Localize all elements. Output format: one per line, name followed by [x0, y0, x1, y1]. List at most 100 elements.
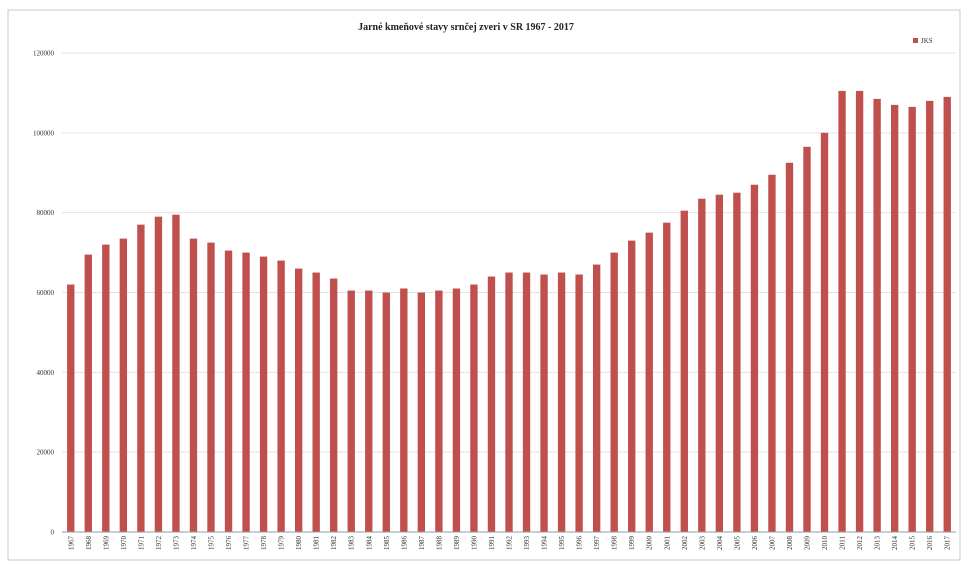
x-tick-label: 1978: [260, 536, 268, 551]
x-tick-label: 1987: [418, 536, 426, 551]
chart-frame: [7, 9, 961, 561]
x-tick-label: 2001: [663, 536, 671, 551]
bar-2016: [926, 100, 934, 533]
bar-1983: [347, 290, 355, 532]
chart-title: Jarné kmeňové stavy srnčej zveri v SR 19…: [358, 22, 574, 33]
bar-2015: [908, 106, 916, 532]
x-tick-label: 2008: [786, 536, 794, 551]
x-tick-label: 2000: [646, 536, 654, 551]
bar-1970: [119, 238, 128, 533]
y-tick-label: 20000: [37, 449, 55, 457]
bar-2007: [768, 174, 776, 532]
x-tick-label: 2016: [926, 536, 934, 551]
bar-1991: [487, 276, 496, 532]
bar-2008: [785, 162, 794, 533]
x-tick-label: 2006: [751, 536, 759, 551]
x-tick-label: 2012: [856, 536, 864, 551]
x-tick-label: 1969: [102, 536, 110, 551]
x-tick-label: 2014: [891, 536, 899, 551]
x-tick-label: 1998: [611, 536, 619, 551]
x-tick-label: 2005: [733, 536, 741, 551]
bar-1980: [294, 268, 303, 532]
bar-1988: [435, 290, 443, 532]
bar-1968: [84, 254, 92, 532]
bar-1986: [400, 288, 408, 532]
x-tick-label: 1971: [137, 536, 145, 551]
bar-1982: [330, 278, 338, 532]
bar-2014: [890, 104, 899, 533]
bar-1993: [522, 272, 531, 532]
x-tick-label: 2007: [768, 536, 776, 551]
x-tick-label: 1977: [243, 536, 251, 551]
x-tick-label: 1979: [278, 536, 286, 551]
x-tick-label: 1972: [155, 536, 163, 551]
bar-1989: [452, 288, 461, 532]
legend-swatch: [913, 38, 918, 43]
x-tick-label: 2015: [909, 536, 917, 551]
bar-1987: [417, 292, 426, 532]
bars: [67, 90, 951, 533]
y-tick-label: 80000: [37, 209, 55, 217]
x-tick-label: 2002: [681, 536, 689, 551]
x-tick-label: 1988: [435, 536, 443, 551]
bar-1979: [277, 260, 285, 532]
x-tick-label: 1995: [558, 536, 566, 551]
x-tick-label: 1996: [576, 536, 584, 551]
x-tick-label: 2013: [874, 536, 882, 551]
x-tick-label: 1991: [488, 536, 496, 551]
x-tick-label: 2017: [944, 536, 952, 551]
y-tick-label: 100000: [33, 129, 55, 137]
bar-2009: [803, 146, 811, 532]
bar-2010: [820, 132, 829, 533]
bar-2003: [698, 198, 706, 532]
bar-1969: [102, 244, 110, 532]
bar-1967: [67, 284, 75, 532]
bar-1971: [137, 224, 145, 532]
x-tick-label: 1983: [348, 536, 356, 551]
y-tick-label: 0: [51, 529, 55, 537]
bar-2005: [733, 192, 741, 533]
bar-2012: [855, 90, 864, 532]
bar-1995: [557, 272, 566, 532]
x-tick-label: 1993: [523, 536, 531, 551]
bar-1984: [365, 290, 373, 532]
x-tick-label: 1974: [190, 536, 198, 551]
bar-2011: [838, 90, 846, 532]
bar-1994: [540, 274, 548, 532]
x-tick-label: 1994: [541, 536, 549, 551]
bar-2017: [943, 96, 951, 533]
bar-1976: [224, 250, 233, 532]
bar-2013: [873, 98, 881, 532]
bar-1975: [207, 242, 215, 532]
x-tick-label: 1985: [383, 536, 391, 551]
bar-1974: [189, 238, 198, 533]
x-tick-label: 2003: [698, 536, 706, 551]
x-tick-label: 1968: [85, 536, 93, 551]
x-tick-label: 1980: [295, 536, 303, 551]
bar-1985: [382, 292, 390, 532]
x-tick-label: 1975: [208, 536, 216, 551]
x-tick-label: 2004: [716, 536, 724, 551]
x-tick-label: 1981: [313, 536, 321, 551]
x-tick-label: 1967: [67, 536, 75, 551]
x-tick-label: 1997: [593, 536, 601, 551]
x-tick-label: 1986: [400, 536, 408, 551]
bar-1999: [628, 240, 636, 532]
bar-2004: [715, 194, 724, 532]
x-tick-label: 2011: [839, 536, 847, 550]
legend-label: JKS: [921, 37, 933, 45]
bar-1972: [154, 216, 163, 533]
bar-2000: [645, 232, 653, 532]
x-tick-label: 1992: [506, 536, 514, 551]
legend: JKS: [913, 37, 933, 45]
x-tick-label: 1970: [120, 536, 128, 551]
bar-1978: [259, 256, 268, 532]
bar-2002: [680, 210, 688, 532]
y-tick-label: 40000: [37, 369, 55, 377]
y-axis-ticks: 0 20000 40000 60000 80000 100000 120000: [33, 50, 55, 537]
x-tick-label: 1989: [453, 536, 461, 551]
x-tick-label: 1976: [225, 536, 233, 551]
x-tick-label: 1984: [365, 536, 373, 551]
